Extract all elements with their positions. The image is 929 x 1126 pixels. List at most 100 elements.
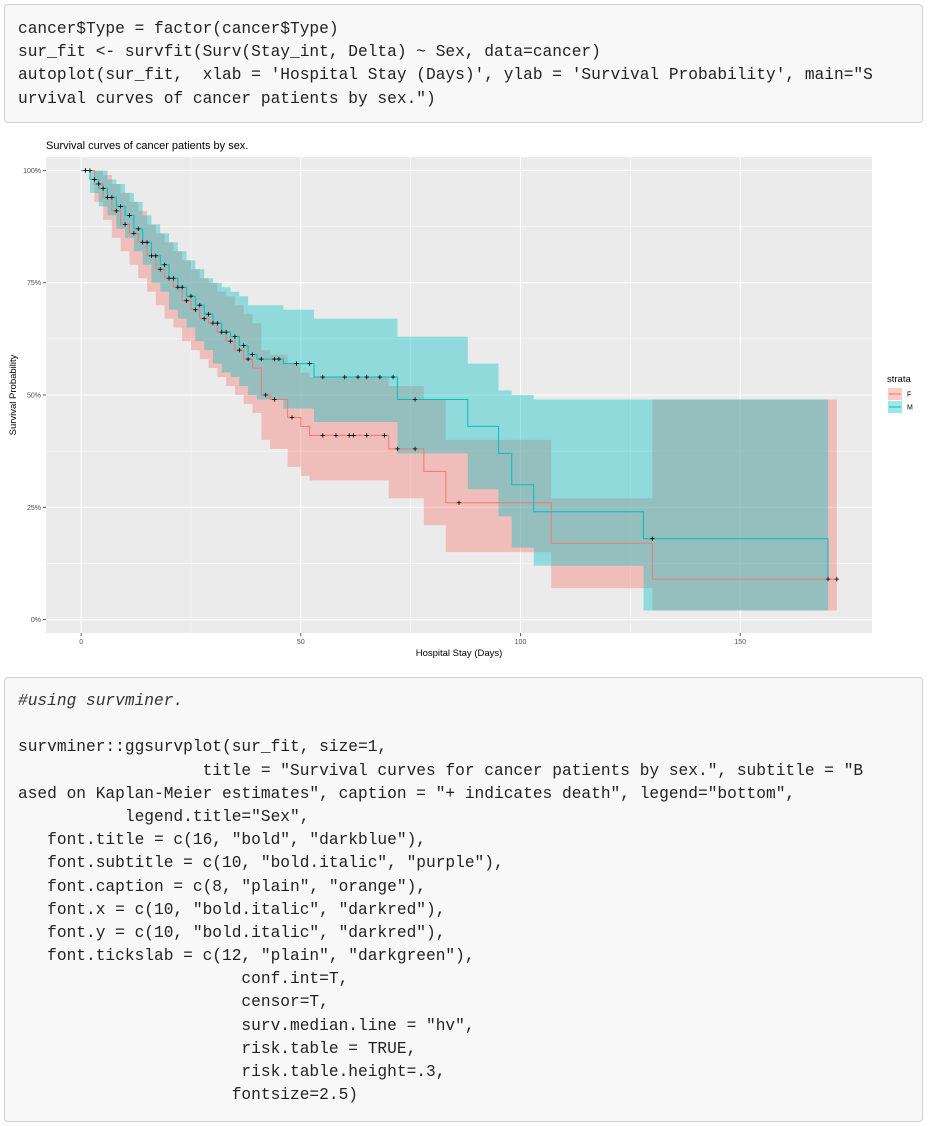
censor-mark	[118, 204, 123, 209]
censor-mark	[188, 294, 194, 299]
code-line: fontsize=2.5)	[18, 1086, 358, 1105]
code-line: cancer$Type = factor(cancer$Type)	[18, 20, 339, 38]
censor-mark	[171, 276, 176, 281]
censor-mark	[364, 433, 369, 438]
censor-mark	[122, 222, 128, 227]
censor-mark	[294, 361, 299, 366]
censor-mark	[259, 356, 264, 362]
censor-mark	[136, 226, 141, 232]
y-tick-label: 75%	[27, 280, 41, 287]
censor-mark	[395, 446, 400, 452]
censor-mark	[351, 433, 356, 438]
legend-label-F: F	[907, 392, 911, 399]
censor-mark	[456, 500, 462, 505]
ci-band-M	[81, 170, 829, 611]
code-chunk-ggsurvplot: #using survminer. survminer::ggsurvplot(s…	[4, 677, 923, 1122]
legend-title: strata	[887, 374, 911, 385]
censor-mark	[320, 433, 325, 438]
code-line: #using survminer.	[18, 692, 184, 710]
plot-title: Survival curves of cancer patients by se…	[46, 140, 248, 152]
censor-mark	[263, 392, 268, 398]
x-axis-title: Hospital Stay (Days)	[416, 648, 503, 659]
x-tick-label: 150	[734, 639, 746, 646]
code-line: font.subtitle = c(10, "bold.italic", "pu…	[18, 854, 504, 873]
censor-mark	[412, 446, 418, 452]
code-line: risk.table.height=.3,	[18, 1063, 446, 1081]
censor-mark	[114, 208, 119, 214]
censor-mark	[131, 231, 137, 236]
censor-mark	[180, 285, 185, 290]
code-line: censor=T,	[18, 993, 329, 1012]
censor-mark	[175, 285, 181, 290]
censor-mark	[825, 576, 831, 582]
censor-mark	[184, 298, 189, 303]
censor-mark	[650, 536, 655, 541]
censor-mark	[201, 316, 207, 321]
censor-mark	[140, 240, 145, 245]
censor-mark	[109, 195, 115, 200]
censor-mark	[166, 276, 172, 281]
censor-mark	[223, 329, 229, 335]
censor-mark	[144, 240, 150, 245]
censor-mark	[834, 576, 840, 582]
censor-mark	[206, 311, 211, 317]
censor-mark	[355, 374, 361, 380]
censor-mark	[289, 415, 295, 420]
y-tick-label: 100%	[23, 168, 41, 175]
confidence-bands	[81, 170, 837, 611]
censor-mark	[346, 433, 352, 438]
x-tick-label: 0	[79, 639, 83, 646]
censor-mark	[127, 213, 132, 218]
censor-mark	[96, 181, 101, 187]
censor-mark	[215, 320, 220, 326]
code-line: surv.median.line = "hv",	[18, 1016, 475, 1035]
censor-mark	[241, 343, 246, 348]
censor-marks	[83, 168, 840, 582]
censor-mark	[210, 320, 216, 326]
ci-band-F	[81, 170, 837, 611]
y-axis-title: Survival Probability	[8, 354, 19, 435]
censor-mark	[412, 397, 418, 402]
survival-plot: Survival curves of cancer patients by se…	[8, 140, 913, 659]
censor-mark	[364, 374, 369, 380]
survival-curve-F	[81, 169, 837, 580]
code-chunk-autoplot: cancer$Type = factor(cancer$Type) sur_fit…	[4, 4, 923, 123]
legend-label-M: M	[907, 405, 913, 412]
code-line: font.title = c(16, "bold", "darkblue"),	[18, 831, 426, 850]
censor-mark	[105, 195, 110, 200]
code-line: legend.title="Sex",	[18, 807, 310, 826]
censor-mark	[307, 361, 312, 366]
y-tick-label: 50%	[27, 393, 41, 400]
y-tick-label: 0%	[31, 617, 41, 624]
censor-mark	[377, 374, 383, 380]
censor-mark	[92, 177, 97, 182]
censor-mark	[250, 352, 255, 357]
code-line: risk.table = TRUE,	[18, 1039, 417, 1058]
code-line: urvival curves of cancer patients by sex…	[18, 89, 436, 108]
censor-mark	[342, 374, 347, 380]
censor-mark	[100, 186, 106, 191]
code-line	[18, 713, 910, 736]
censor-mark	[320, 374, 325, 380]
code-line: font.y = c(10, "bold.italic", "darkred")…	[18, 923, 446, 942]
censor-mark	[193, 307, 198, 312]
censor-mark	[272, 397, 277, 402]
censor-mark	[237, 347, 242, 353]
censor-mark	[333, 433, 339, 438]
grid-lines	[46, 157, 872, 633]
censor-mark	[390, 374, 396, 380]
code-line: font.x = c(10, "bold.italic", "darkred")…	[18, 900, 446, 919]
censor-mark	[149, 253, 154, 258]
code-line: title = "Survival curves for cancer pati…	[18, 761, 864, 780]
survival-curve-M	[81, 169, 829, 580]
censor-mark	[162, 262, 167, 267]
censor-mark	[87, 168, 93, 173]
x-tick-label: 100	[515, 639, 527, 646]
x-tick-label: 50	[297, 639, 305, 646]
censor-mark	[158, 267, 163, 272]
y-tick-label: 25%	[27, 505, 41, 512]
code-line: font.tickslab = c(12, "plain", "darkgree…	[18, 947, 475, 966]
censor-mark	[228, 338, 233, 344]
censor-mark	[197, 302, 202, 308]
censor-mark	[245, 356, 251, 362]
